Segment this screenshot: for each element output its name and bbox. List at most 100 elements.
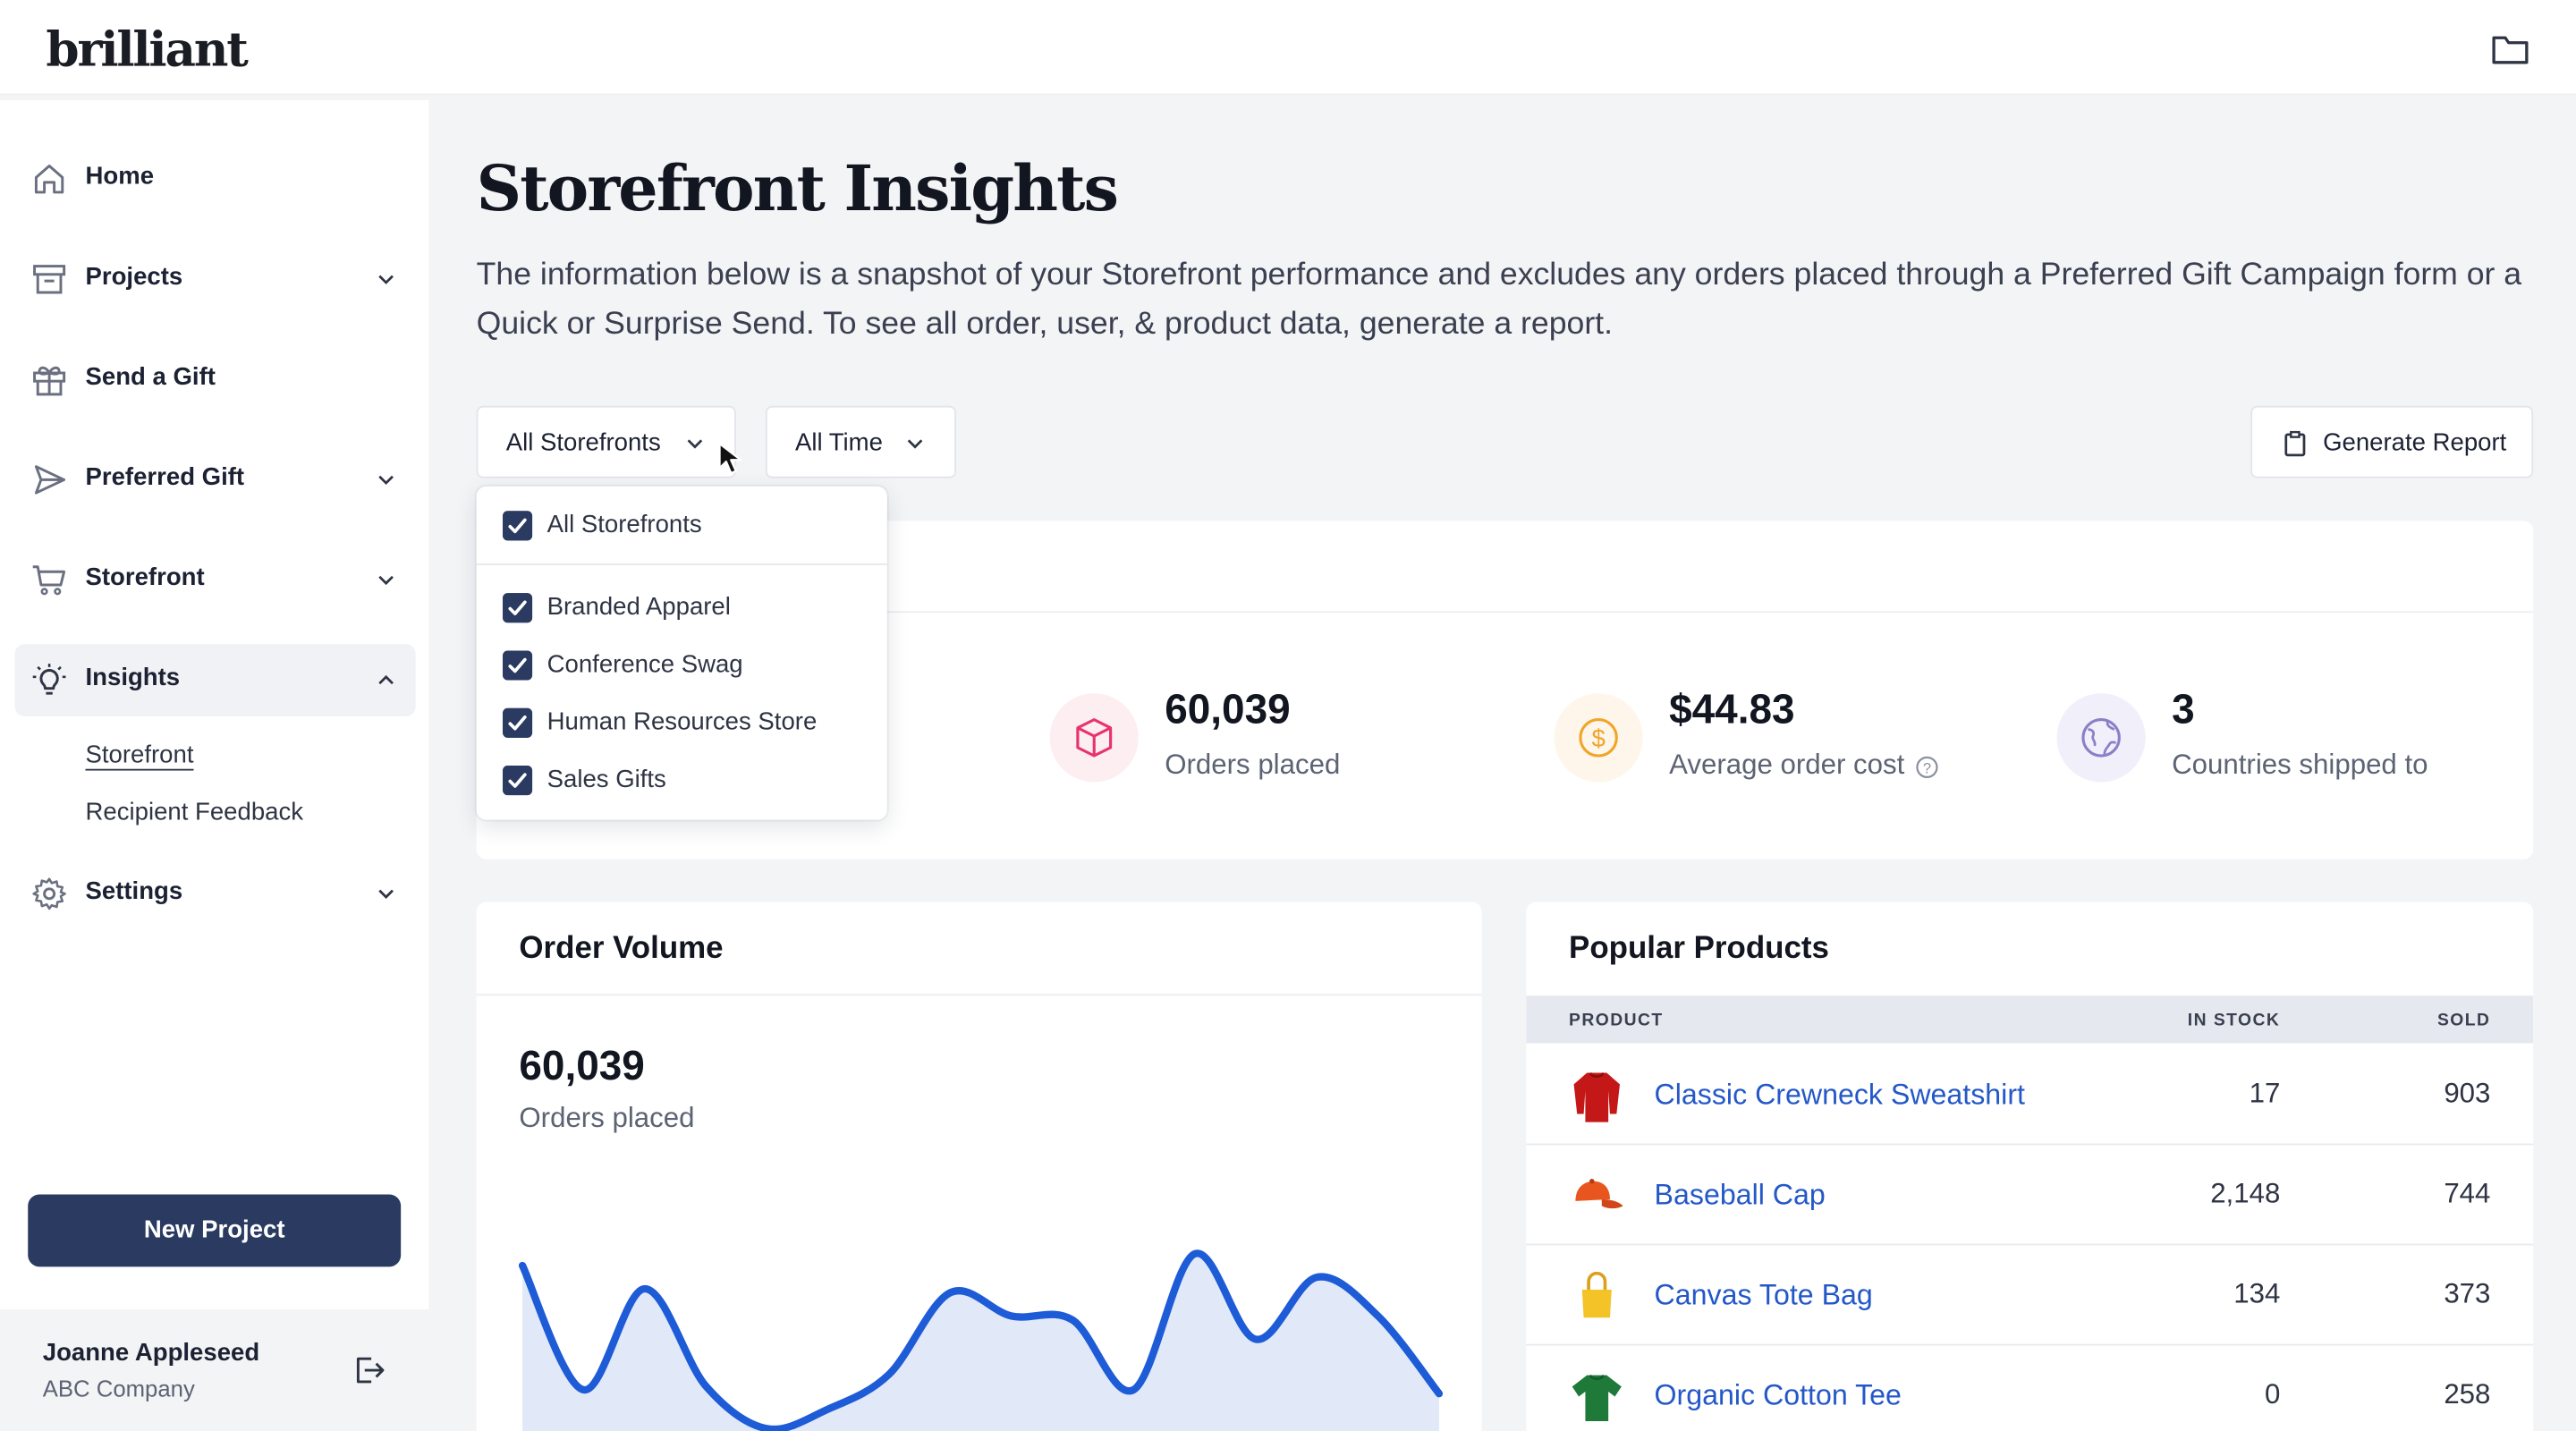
product-sold: 258 <box>2444 1378 2491 1410</box>
sidebar-item-settings[interactable]: Settings <box>15 858 416 930</box>
dollar-coin-icon: $ <box>1579 718 1618 758</box>
user-profile: Joanne Appleseed ABC Company <box>0 1309 429 1431</box>
chevron-down-icon <box>687 439 703 449</box>
checkbox-checked[interactable] <box>503 650 533 681</box>
checkbox-checked[interactable] <box>503 766 533 796</box>
dropdown-option-label: Branded Apparel <box>547 593 731 622</box>
lightbulb-icon <box>32 664 66 695</box>
popular-products-card: Popular Products PRODUCT IN STOCK SOLD C… <box>1526 902 2534 1431</box>
paper-plane-icon <box>34 465 66 495</box>
product-sold: 744 <box>2444 1178 2491 1210</box>
stat-countries-value: 3 <box>2172 686 2195 733</box>
sweatshirt-icon <box>1573 1071 1620 1122</box>
sidebar-subitem-storefront[interactable]: Storefront <box>85 741 194 769</box>
page-description: The information below is a snapshot of y… <box>476 256 2522 343</box>
storefront-filter-select[interactable]: All Storefronts <box>476 405 736 478</box>
product-in-stock: 134 <box>2233 1278 2281 1310</box>
product-link[interactable]: Canvas Tote Bag <box>1654 1278 1873 1311</box>
stat-aoc-icon-bg: $ <box>1554 693 1643 783</box>
product-in-stock: 2,148 <box>2210 1178 2281 1210</box>
brand-logo[interactable]: brilliant <box>46 21 248 78</box>
new-project-button[interactable]: New Project <box>28 1194 402 1267</box>
cart-icon <box>32 565 66 596</box>
product-in-stock: 17 <box>2249 1078 2281 1109</box>
chevron-down-icon <box>378 475 394 486</box>
table-row[interactable]: Canvas Tote Bag 134 373 <box>1526 1245 2534 1346</box>
sidebar-item-projects[interactable]: Projects <box>15 243 416 316</box>
folder-icon[interactable] <box>2487 30 2533 69</box>
gear-icon <box>32 877 66 910</box>
sidebar-item-label: Home <box>85 162 155 191</box>
divider <box>476 611 2534 614</box>
sidebar-item-label: Projects <box>85 262 183 292</box>
popular-products-title: Popular Products <box>1569 931 1829 967</box>
generate-report-button[interactable]: Generate Report <box>2250 405 2534 478</box>
page-title: Storefront Insights <box>476 151 1119 225</box>
sidebar-item-storefront[interactable]: Storefront <box>15 544 416 616</box>
sidebar-item-preferred-gift[interactable]: Preferred Gift <box>15 444 416 516</box>
gift-icon <box>33 366 66 396</box>
table-header: PRODUCT IN STOCK SOLD <box>1526 995 2534 1044</box>
archive-box-icon <box>33 265 66 294</box>
user-company: ABC Company <box>42 1375 195 1401</box>
dropdown-option-label: All Storefronts <box>547 511 702 539</box>
box-icon <box>1076 718 1113 758</box>
order-volume-value: 60,039 <box>519 1043 645 1089</box>
tshirt-icon <box>1572 1374 1622 1422</box>
checkbox-checked[interactable] <box>503 511 533 541</box>
checkbox-checked[interactable] <box>503 707 533 738</box>
cap-icon <box>1575 1179 1623 1209</box>
help-circle-icon[interactable]: ? <box>1916 756 1939 779</box>
logout-icon[interactable] <box>350 1352 386 1388</box>
chevron-down-icon <box>378 889 394 899</box>
stat-aoc-label: Average order cost <box>1669 749 1905 781</box>
stat-countries-icon-bg <box>2056 693 2146 783</box>
top-bar: brilliant <box>0 0 2576 96</box>
table-row[interactable]: Classic Crewneck Sweatshirt 17 903 <box>1526 1045 2534 1146</box>
chevron-down-icon <box>378 275 394 284</box>
table-row[interactable]: Organic Cotton Tee 0 258 <box>1526 1346 2533 1431</box>
stat-orders-icon-bg <box>1049 693 1139 783</box>
dropdown-option-label: Conference Swag <box>547 650 743 679</box>
chart-area-fill <box>522 1253 1439 1431</box>
clipboard-icon <box>2284 430 2306 457</box>
chevron-down-icon <box>907 439 923 449</box>
stat-orders-label: Orders placed <box>1165 749 1341 781</box>
user-name: Joanne Appleseed <box>42 1339 260 1367</box>
sidebar-subitem-recipient-feedback[interactable]: Recipient Feedback <box>85 798 304 827</box>
checkbox-checked[interactable] <box>503 593 533 623</box>
column-header-product[interactable]: PRODUCT <box>1569 1010 1664 1030</box>
sidebar-item-label: Insights <box>85 664 181 692</box>
table-row[interactable]: Baseball Cap 2,148 744 <box>1526 1145 2534 1246</box>
dropdown-option-label: Human Resources Store <box>547 707 818 736</box>
product-in-stock: 0 <box>2264 1378 2281 1410</box>
sidebar-item-home[interactable]: Home <box>15 143 416 216</box>
stat-countries-label: Countries shipped to <box>2172 749 2428 781</box>
sidebar-item-insights[interactable]: Insights <box>14 644 416 716</box>
chevron-up-icon <box>378 674 394 685</box>
order-volume-chart <box>518 1249 1444 1431</box>
order-volume-card: Order Volume 60,039 Orders placed <box>476 902 1482 1431</box>
stat-orders-value: 60,039 <box>1165 686 1291 733</box>
product-link[interactable]: Organic Cotton Tee <box>1654 1378 1902 1411</box>
order-volume-label: Orders placed <box>519 1102 695 1134</box>
chevron-down-icon <box>378 575 394 586</box>
column-header-in-stock[interactable]: IN STOCK <box>2187 1010 2281 1030</box>
chart-series-line <box>518 1249 1444 1431</box>
product-sold: 903 <box>2444 1078 2491 1109</box>
order-volume-title: Order Volume <box>519 931 724 967</box>
time-filter-select[interactable]: All Time <box>765 405 956 478</box>
time-filter-label: All Time <box>794 428 883 457</box>
product-link[interactable]: Baseball Cap <box>1654 1178 1826 1211</box>
svg-text:$: $ <box>1591 724 1605 752</box>
svg-text:?: ? <box>1923 759 1931 776</box>
sidebar-item-send-a-gift[interactable]: Send a Gift <box>15 343 416 416</box>
home-icon <box>34 165 64 194</box>
column-header-sold[interactable]: SOLD <box>2436 1010 2491 1030</box>
product-link[interactable]: Classic Crewneck Sweatshirt <box>1654 1078 2025 1111</box>
sidebar-item-label: Settings <box>85 876 183 906</box>
stat-aoc-value: $44.83 <box>1669 686 1795 733</box>
divider <box>476 994 1482 996</box>
generate-report-label: Generate Report <box>2323 428 2507 457</box>
